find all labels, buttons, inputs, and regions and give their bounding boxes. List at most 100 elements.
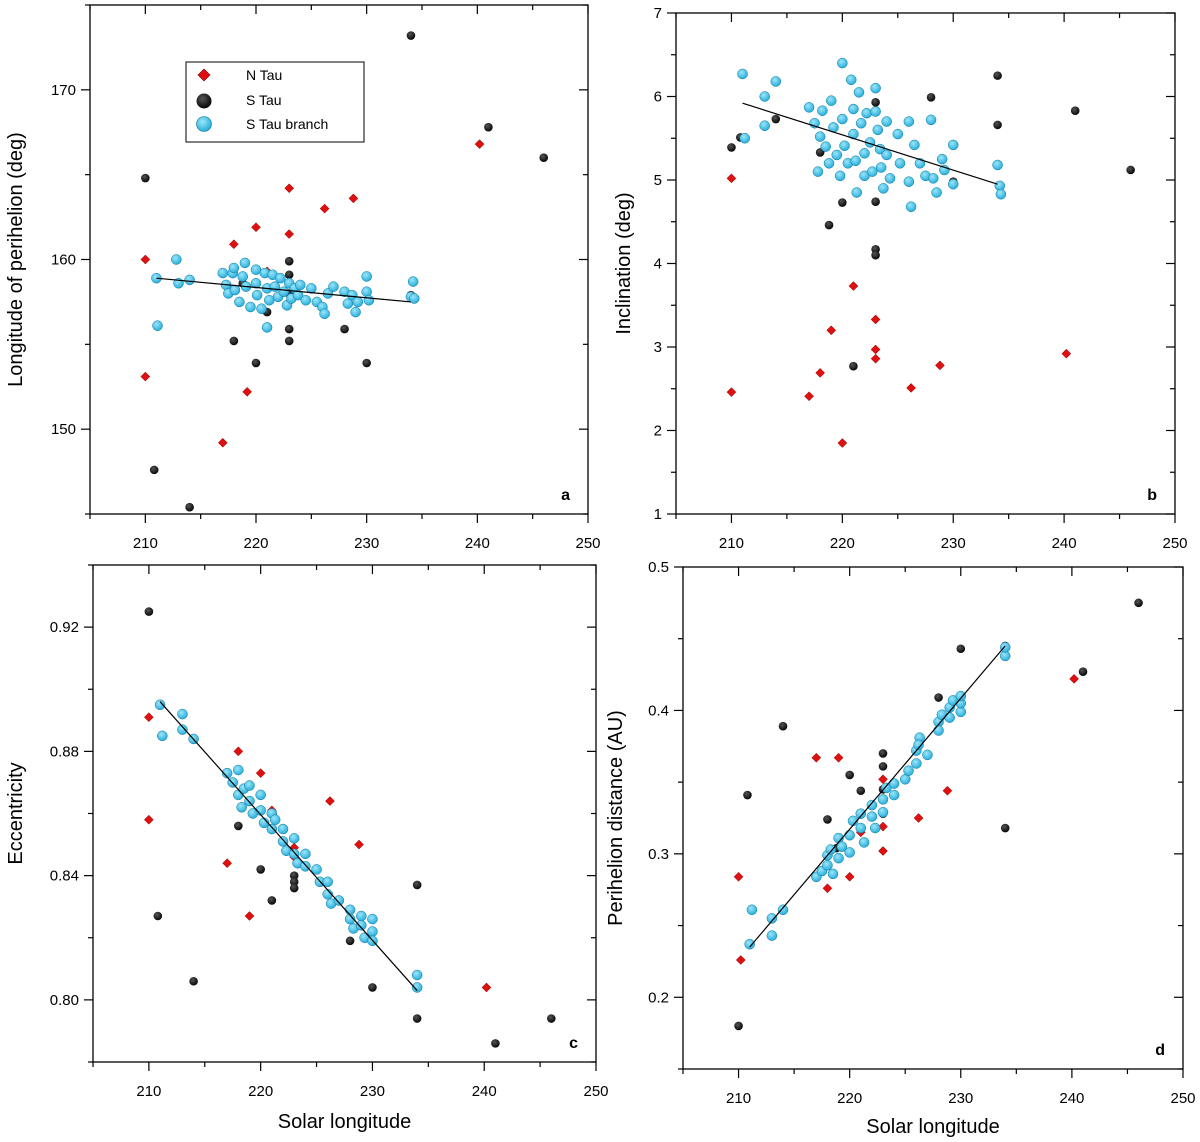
s-tau-branch-point [903,176,915,187]
s-tau-branch-point [352,296,364,308]
legend-box [185,61,365,143]
s-tau-branch-point [814,131,826,142]
s-tau-point [406,31,416,40]
s-tau-point [743,790,752,800]
s-tau-branch-point [229,284,241,296]
s-tau-branch-point [995,188,1007,200]
s-tau-point [362,358,371,368]
s-tau-branch-point [851,187,862,198]
n-tau-point [878,846,888,856]
y-tick-label: 1 [654,506,662,523]
s-tau-point [546,1014,556,1023]
s-tau-branch-point [261,322,273,333]
s-tau-point [734,1021,743,1031]
x-tick-label: 250 [583,1083,608,1100]
s-tau-branch-point [827,868,839,880]
s-tau-branch-point [411,969,423,981]
s-tau-point [289,877,299,887]
y-axis-label: Inclination (deg) [613,192,635,334]
s-tau-point [539,153,549,162]
s-tau-branch-point [367,926,378,937]
n-tau-point [229,239,239,250]
s-tau-branch-point [812,166,824,177]
panel-c-eccentricity: 210 220 230 240 250 0.80 0.84 0.88 0.92 Eccentric… [5,564,609,1133]
n-tau-point [848,281,859,291]
s-tau-branch-point [877,807,889,818]
s-tau-branch-point [278,286,289,297]
y-tick-label: 170 [51,82,76,99]
y-tick-label: 5 [654,172,662,189]
s-tau-branch-point [777,904,789,916]
s-tau-point [771,114,781,124]
s-tau-branch-point [859,148,870,159]
n-tau-point [811,752,822,763]
s-tau-branch-point [903,116,915,127]
s-tau-branch-point [177,724,188,735]
s-tau-branch-point [858,837,870,848]
s-tau-branch-point [839,140,850,152]
s-tau-point [824,220,834,230]
s-tau-point [849,361,858,371]
x-tick-label: 240 [1059,1090,1084,1107]
s-tau-branch-point [759,120,770,131]
s-tau-branch-point [881,149,892,161]
s-tau-branch-point [234,296,245,308]
n-tau-point [822,883,833,894]
s-tau-point [778,721,788,731]
legend-label-s-tau-branch: S Tau branch [246,116,328,132]
s-tau-point [878,749,888,758]
s-tau-branch-point [269,814,281,825]
n-tau-point [217,437,228,448]
s-tau-point [284,324,294,334]
s-tau-branch-point [931,187,942,198]
s-tau-branch-point [955,690,967,702]
s-tau-branch-point [344,904,356,916]
x-tick-label: 250 [575,535,600,552]
plot-frame [675,12,1176,515]
s-tau-branch-point [888,789,900,801]
s-tau-branch-point [407,276,419,287]
s-tau-point [878,762,888,771]
legend-label-s-tau: S Tau [246,92,282,108]
s-tau-point [340,324,349,334]
s-tau-point [144,607,154,616]
s-tau-branch-point [837,57,848,69]
s-tau-point [491,1039,500,1048]
s-tau-branch-point [746,904,758,916]
n-tau-point [726,173,737,184]
s-tau-branch-point [853,87,865,98]
s-tau-branch-point [221,767,233,779]
s-tau-branch-point [300,861,311,872]
s-tau-branch-point [739,133,751,144]
s-tau-point [141,173,150,183]
s-tau-branch-point [744,938,755,950]
n-tau-point [906,383,916,393]
s-tau-branch-point [875,162,887,173]
s-tau-point [153,911,163,921]
s-tau-branch-point [913,739,924,751]
s-tau-point [185,502,194,512]
s-tau-branch-point [836,841,848,852]
s-tau-branch-point [823,158,835,169]
s-tau-point [871,250,880,260]
s-tau-branch-point [277,823,289,835]
n-tau-point [144,814,154,825]
s-tau-branch-point [333,895,345,906]
y-tick-label: 0.84 [50,868,79,885]
s-tau-branch-point [877,794,889,805]
legend-s-tau-branch-marker [196,116,212,132]
s-tau-point [267,896,277,905]
s-tau-branch-point [831,149,843,161]
s-tau-branch-point [361,271,372,282]
s-tau-branch-point [837,113,848,125]
s-tau-branch-point [848,128,859,140]
legend: N Tau S Tau S Tau branch [185,61,365,143]
n-tau-point [735,955,746,965]
s-tau-branch-point [311,864,322,875]
s-tau-point [871,98,880,107]
s-tau-point [345,936,355,946]
n-tau-point [233,746,244,757]
s-tau-branch-point [250,278,262,289]
s-tau-branch-point [251,289,263,301]
